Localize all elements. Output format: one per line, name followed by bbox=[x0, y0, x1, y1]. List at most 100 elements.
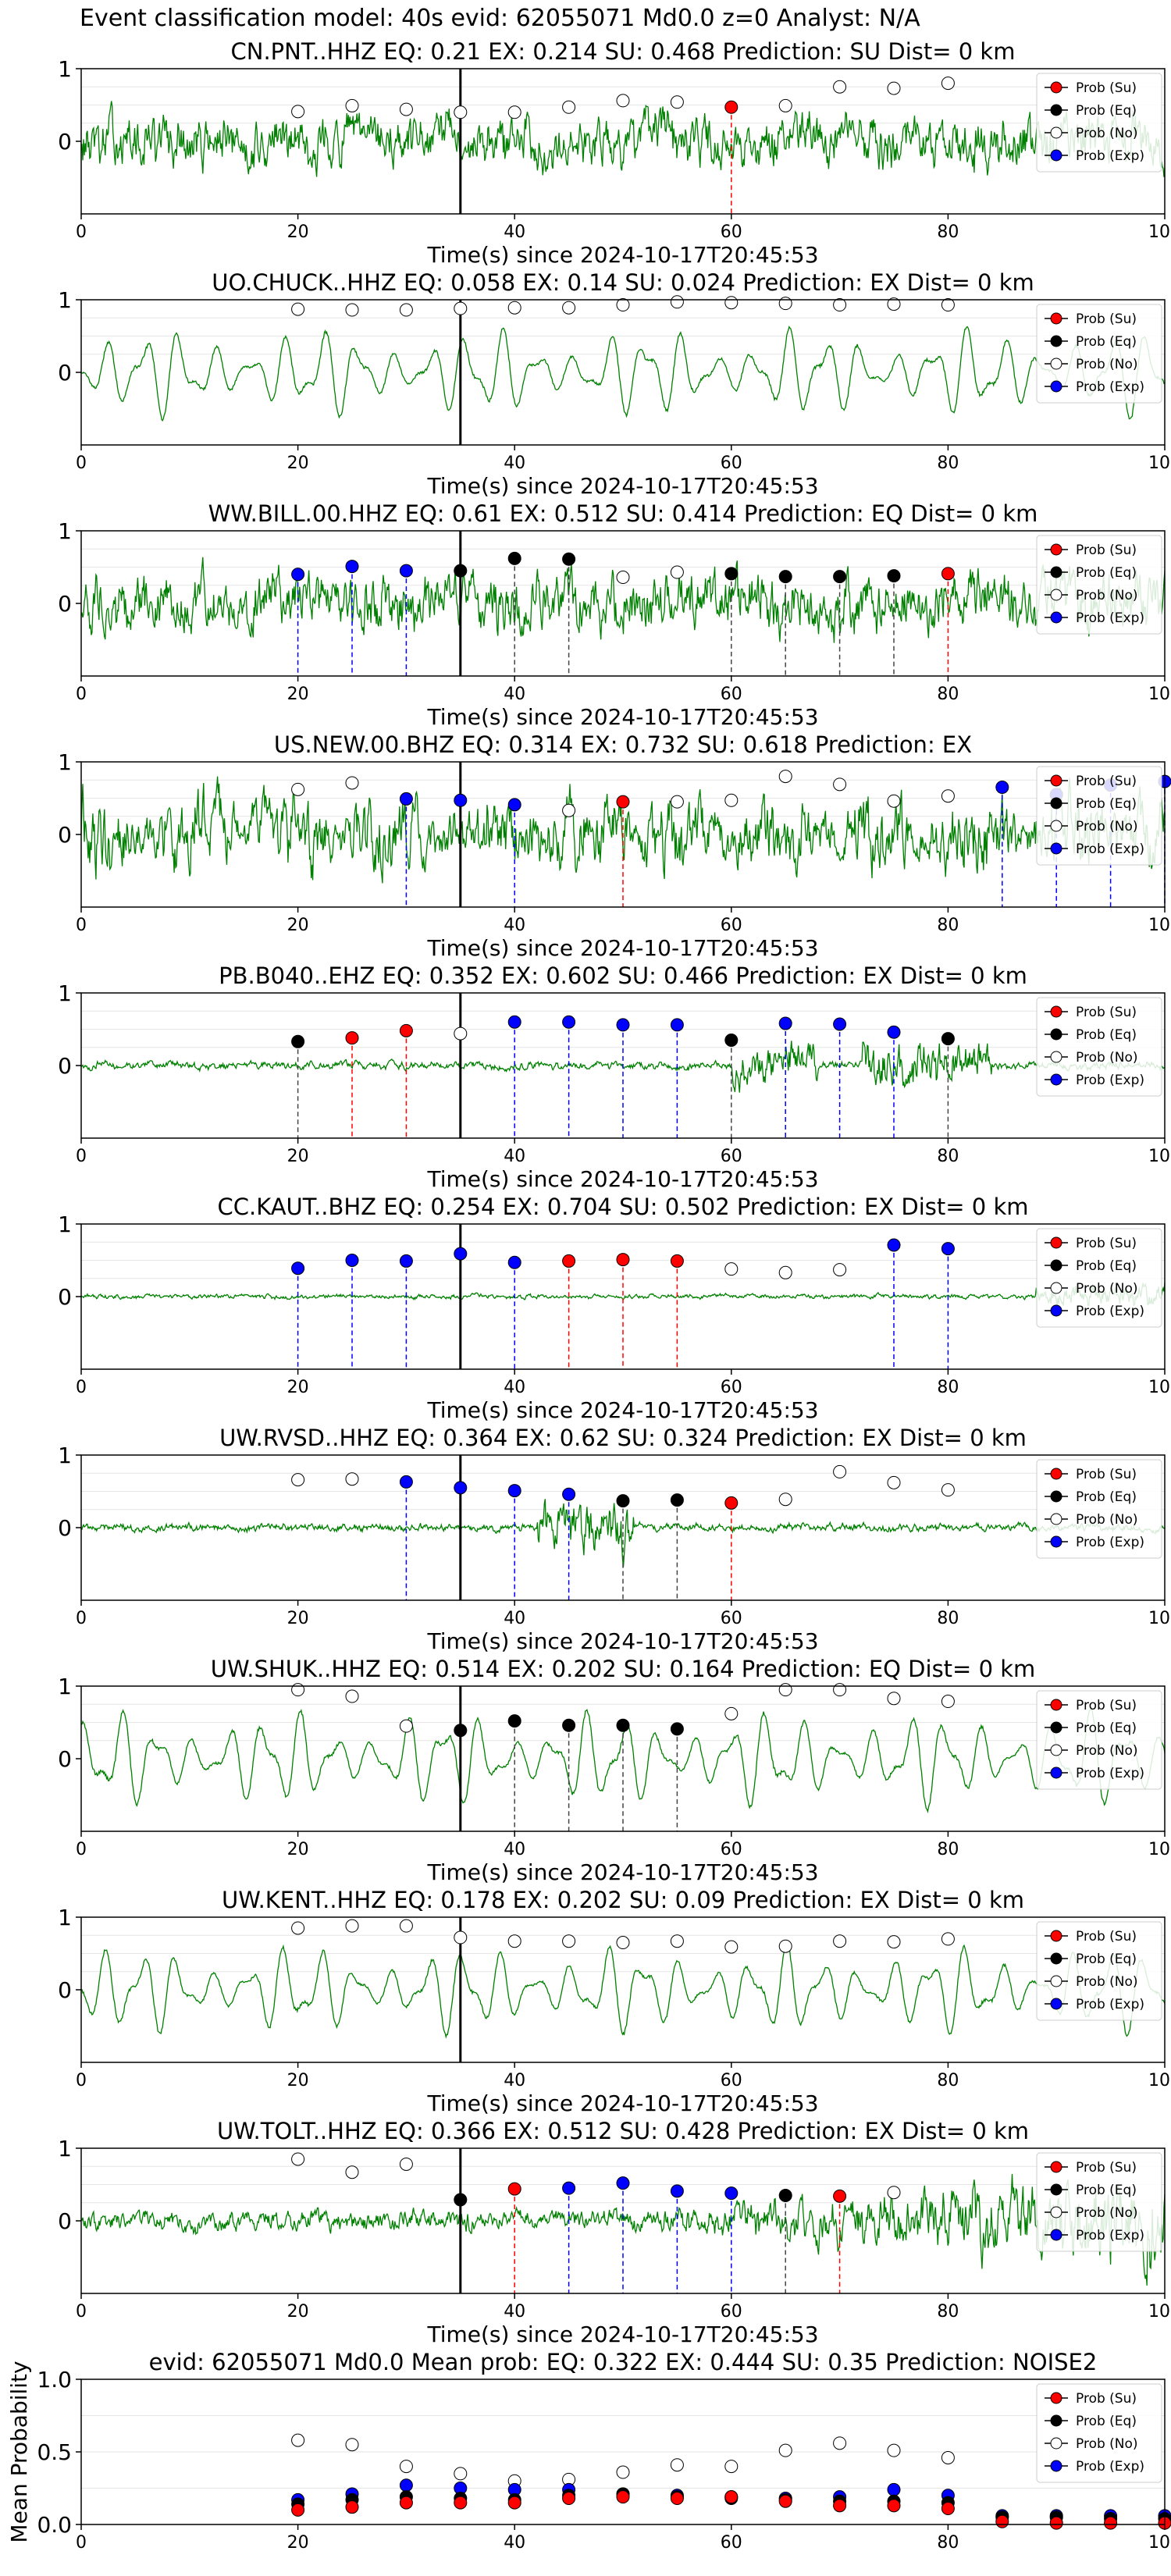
panel-1-prob-point bbox=[399, 102, 413, 116]
panel-1-prob-point bbox=[670, 95, 684, 109]
panel-3-legend: Prob (Su) Prob (Eq) Prob (No) Prob (Exp) bbox=[1036, 535, 1162, 635]
legend-label-no: Prob (No) bbox=[1076, 2436, 1138, 2452]
legend-box bbox=[1036, 304, 1162, 404]
panel-2-xtick-label-40: 40 bbox=[504, 454, 525, 473]
panel-mean-point-no bbox=[833, 2436, 847, 2450]
panel-3-prob-point bbox=[941, 567, 955, 581]
panel-2-xtick-label-80: 80 bbox=[937, 454, 959, 473]
panel-3-prob-point bbox=[833, 570, 847, 584]
panel-mean-point-su bbox=[995, 2514, 1009, 2528]
panel-9-prob-point bbox=[399, 1919, 413, 1933]
legend-label-eq: Prob (Eq) bbox=[1076, 1258, 1137, 1274]
panel-4-prob-point bbox=[778, 770, 792, 784]
panel-1-prob-point bbox=[778, 98, 792, 112]
legend-marker-su bbox=[1050, 2392, 1062, 2404]
panel-1-waveform bbox=[80, 101, 1166, 177]
panel-6-prob-point bbox=[670, 1254, 684, 1268]
panel-5-xtick-label-60: 60 bbox=[721, 1147, 742, 1166]
panel-1-ytick-label-0: 0 bbox=[58, 129, 72, 155]
panel-3-xtick-label-40: 40 bbox=[504, 685, 525, 704]
legend-marker-eq bbox=[1050, 104, 1062, 116]
panel-7-ytick-label-0: 0 bbox=[58, 1515, 72, 1541]
panel-10-prob-point bbox=[291, 2152, 305, 2166]
panel-1-prob-point bbox=[616, 94, 630, 108]
panel-1-ytick-label-1: 1 bbox=[58, 56, 72, 82]
legend-marker-su bbox=[1050, 774, 1062, 787]
panel-mean-point-su bbox=[345, 2500, 359, 2514]
panel-10-waveform bbox=[80, 2173, 1166, 2286]
panel-mean-point-no bbox=[399, 2460, 413, 2474]
panel-6-prob-point bbox=[724, 1262, 739, 1276]
panel-10-prob-point bbox=[616, 2176, 630, 2190]
panel-5-prob-point bbox=[562, 1015, 576, 1029]
panel-mean-point-su bbox=[399, 2496, 413, 2510]
panel-6-xtick-label-100: 100 bbox=[1148, 1378, 1171, 1397]
legend-label-eq: Prob (Eq) bbox=[1076, 2183, 1137, 2198]
legend-box bbox=[1036, 997, 1162, 1097]
panel-10-prob-point bbox=[345, 2165, 359, 2179]
panel-8-prob-point bbox=[399, 1719, 413, 1733]
panel-5-xtick-label-100: 100 bbox=[1148, 1147, 1171, 1166]
panel-6-xtick-label-40: 40 bbox=[504, 1378, 525, 1397]
panel-9-prob-point bbox=[778, 1939, 792, 1953]
panel-8-xlabel: Time(s) since 2024-10-17T20:45:53 bbox=[426, 1859, 818, 1885]
panel-6: CC.KAUT..BHZ EQ: 0.254 EX: 0.704 SU: 0.5… bbox=[58, 1194, 1171, 1423]
panel-5-legend: Prob (Su) Prob (Eq) Prob (No) Prob (Exp) bbox=[1036, 997, 1162, 1097]
panel-2-ytick-label-0: 0 bbox=[58, 360, 72, 386]
legend-marker-eq bbox=[1050, 2414, 1062, 2427]
legend-label-no: Prob (No) bbox=[1076, 588, 1138, 603]
panel-5-ytick-label-1: 1 bbox=[58, 980, 72, 1006]
legend-label-su: Prob (Su) bbox=[1076, 1005, 1137, 1020]
panel-8-prob-point bbox=[887, 1692, 901, 1706]
panel-8-prob-point bbox=[724, 1706, 739, 1720]
panel-6-ytick-label-0: 0 bbox=[58, 1284, 72, 1310]
panel-6-prob-point bbox=[616, 1253, 630, 1267]
panel-3-waveform bbox=[80, 557, 1166, 643]
panel-7-prob-point bbox=[670, 1493, 684, 1507]
panel-mean-xtick-label-0: 0 bbox=[76, 2533, 87, 2553]
legend-marker-exp bbox=[1050, 149, 1062, 162]
legend-marker-exp bbox=[1050, 2229, 1062, 2241]
panel-7-prob-point bbox=[941, 1483, 955, 1497]
panel-9-prob-point bbox=[454, 1930, 468, 1944]
panel-9-xtick-label-60: 60 bbox=[721, 2071, 742, 2090]
panel-9-ytick-label-0: 0 bbox=[58, 1977, 72, 2003]
legend-label-exp: Prob (Exp) bbox=[1076, 610, 1144, 626]
panel-1-prob-point bbox=[941, 76, 955, 91]
panel-9-xtick-label-40: 40 bbox=[504, 2071, 525, 2090]
legend-marker-eq bbox=[1050, 1952, 1062, 1965]
panel-5: PB.B040..EHZ EQ: 0.352 EX: 0.602 SU: 0.4… bbox=[58, 962, 1171, 1192]
panel-4-prob-point bbox=[507, 798, 521, 812]
panel-6-ytick-label-1: 1 bbox=[58, 1212, 72, 1237]
legend-label-su: Prob (Su) bbox=[1076, 774, 1137, 789]
panel-5-prob-point bbox=[778, 1016, 792, 1030]
panel-10-prob-point bbox=[562, 2181, 576, 2195]
panel-5-prob-point bbox=[616, 1018, 630, 1032]
legend-marker-su bbox=[1050, 1236, 1062, 1249]
panel-7-waveform bbox=[80, 1499, 1166, 1567]
legend-label-no: Prob (No) bbox=[1076, 126, 1138, 141]
panel-5-xtick-label-0: 0 bbox=[76, 1147, 87, 1166]
panel-mean-point-su bbox=[887, 2499, 901, 2513]
panel-8-prob-point bbox=[291, 1683, 305, 1697]
legend-label-exp: Prob (Exp) bbox=[1076, 1766, 1144, 1781]
legend-box bbox=[1036, 73, 1162, 173]
legend-label-no: Prob (No) bbox=[1076, 1050, 1138, 1066]
panel-1-legend: Prob (Su) Prob (Eq) Prob (No) Prob (Exp) bbox=[1036, 73, 1162, 173]
panel-mean-point-su bbox=[616, 2490, 630, 2504]
legend-marker-eq bbox=[1050, 566, 1062, 578]
panel-5-ytick-label-0: 0 bbox=[58, 1053, 72, 1079]
panel-6-prob-point bbox=[941, 1242, 955, 1256]
panel-mean-point-no bbox=[616, 2465, 630, 2479]
legend-marker-eq bbox=[1050, 1028, 1062, 1041]
legend-label-su: Prob (Su) bbox=[1076, 1236, 1137, 1251]
legend-marker-no bbox=[1050, 1513, 1062, 1525]
panel-mean-point-su bbox=[670, 2492, 684, 2506]
panel-9-prob-point bbox=[562, 1934, 576, 1948]
legend-label-no: Prob (No) bbox=[1076, 2205, 1138, 2221]
legend-label-no: Prob (No) bbox=[1076, 1512, 1138, 1528]
panel-3-prob-point bbox=[291, 568, 305, 582]
panel-4-xlabel: Time(s) since 2024-10-17T20:45:53 bbox=[426, 935, 818, 961]
panel-mean-point-no bbox=[291, 2433, 305, 2447]
